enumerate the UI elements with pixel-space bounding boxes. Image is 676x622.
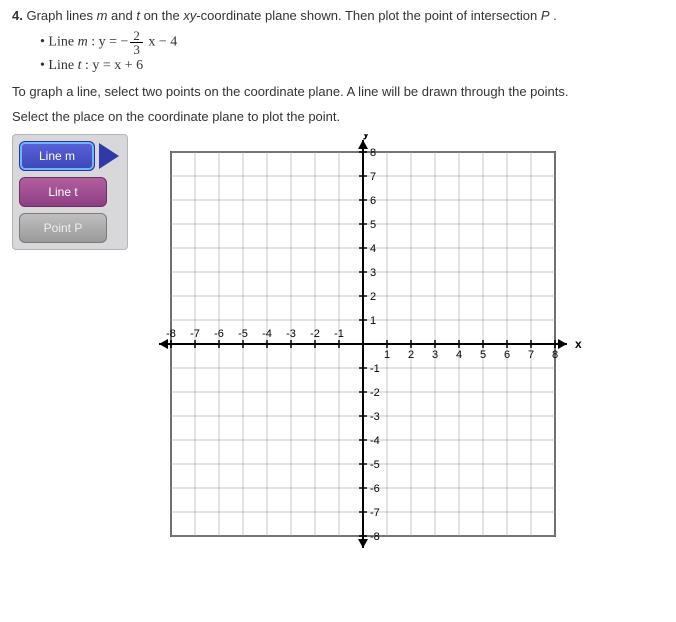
svg-text:7: 7 (370, 171, 376, 183)
svg-text:5: 5 (370, 219, 376, 231)
fraction: 23 (130, 29, 143, 56)
svg-text:-8: -8 (166, 328, 176, 340)
qt-and: and (107, 8, 136, 23)
line-t-button[interactable]: Line t (19, 177, 107, 207)
svg-text:8: 8 (370, 147, 376, 159)
svg-text:1: 1 (370, 315, 376, 327)
qt-1: Graph lines (26, 8, 96, 23)
frac-den: 3 (130, 43, 143, 56)
svg-text:-3: -3 (286, 328, 296, 340)
frac-num: 2 (130, 29, 143, 43)
svg-text:-4: -4 (262, 328, 272, 340)
line-m-button[interactable]: Line m (19, 141, 95, 171)
line-m-label: Line (48, 35, 77, 50)
qt-m: m (97, 8, 108, 23)
svg-text:4: 4 (456, 349, 462, 361)
svg-text:-5: -5 (238, 328, 248, 340)
tool-palette: Line m Line t Point P (12, 134, 128, 250)
svg-text:-1: -1 (334, 328, 344, 340)
svg-text:-2: -2 (370, 387, 380, 399)
svg-text:-3: -3 (370, 411, 380, 423)
svg-text:2: 2 (408, 349, 414, 361)
bullet: • (40, 35, 45, 50)
point-p-button[interactable]: Point P (19, 213, 107, 243)
svg-text:-2: -2 (310, 328, 320, 340)
svg-text:8: 8 (552, 349, 558, 361)
qt-mid2: -coordinate plane shown. Then plot the p… (196, 8, 540, 23)
svg-text:-6: -6 (214, 328, 224, 340)
svg-text:7: 7 (528, 349, 534, 361)
svg-text:5: 5 (480, 349, 486, 361)
qt-xy: xy (183, 8, 196, 23)
qt-mid: on the (140, 8, 183, 23)
svg-text:x: x (575, 337, 582, 351)
svg-text:3: 3 (370, 267, 376, 279)
coordinate-plane[interactable]: -8 -7 -6 -5 -4 -3 -2 -1 1 2 3 4 5 6 7 8 8 7 6 5 4 3 2 1 -1 -2 -3 -4… (138, 134, 608, 566)
qt-end: . (549, 8, 556, 23)
instruction-2: Select the place on the coordinate plane… (12, 109, 664, 124)
instruction-1: To graph a line, select two points on th… (12, 84, 664, 99)
bullet: • (40, 58, 45, 73)
svg-text:6: 6 (504, 349, 510, 361)
line-m-eq-pre: : y = − (88, 35, 129, 50)
svg-text:-7: -7 (370, 507, 380, 519)
svg-text:y: y (363, 134, 370, 140)
line-t-definition: • Line t : y = x + 6 (40, 58, 664, 74)
svg-text:-4: -4 (370, 435, 380, 447)
line-t-eq: : y = x + 6 (81, 58, 143, 73)
svg-text:-7: -7 (190, 328, 200, 340)
question-number: 4. (12, 8, 23, 23)
svg-text:-1: -1 (370, 363, 380, 375)
line-m-eq-post: x − 4 (145, 35, 177, 50)
question-text: Graph lines m and t on the xy-coordinate… (26, 8, 556, 23)
svg-text:-6: -6 (370, 483, 380, 495)
svg-text:-5: -5 (370, 459, 380, 471)
svg-text:1: 1 (384, 349, 390, 361)
line-t-label: Line (48, 58, 77, 73)
svg-text:6: 6 (370, 195, 376, 207)
svg-text:-8: -8 (370, 531, 380, 543)
svg-text:2: 2 (370, 291, 376, 303)
svg-text:3: 3 (432, 349, 438, 361)
selected-arrow-icon (99, 141, 121, 171)
svg-text:4: 4 (370, 243, 376, 255)
line-m-definition: • Line m : y = −23 x − 4 (40, 29, 664, 56)
line-m-var: m (78, 35, 88, 50)
